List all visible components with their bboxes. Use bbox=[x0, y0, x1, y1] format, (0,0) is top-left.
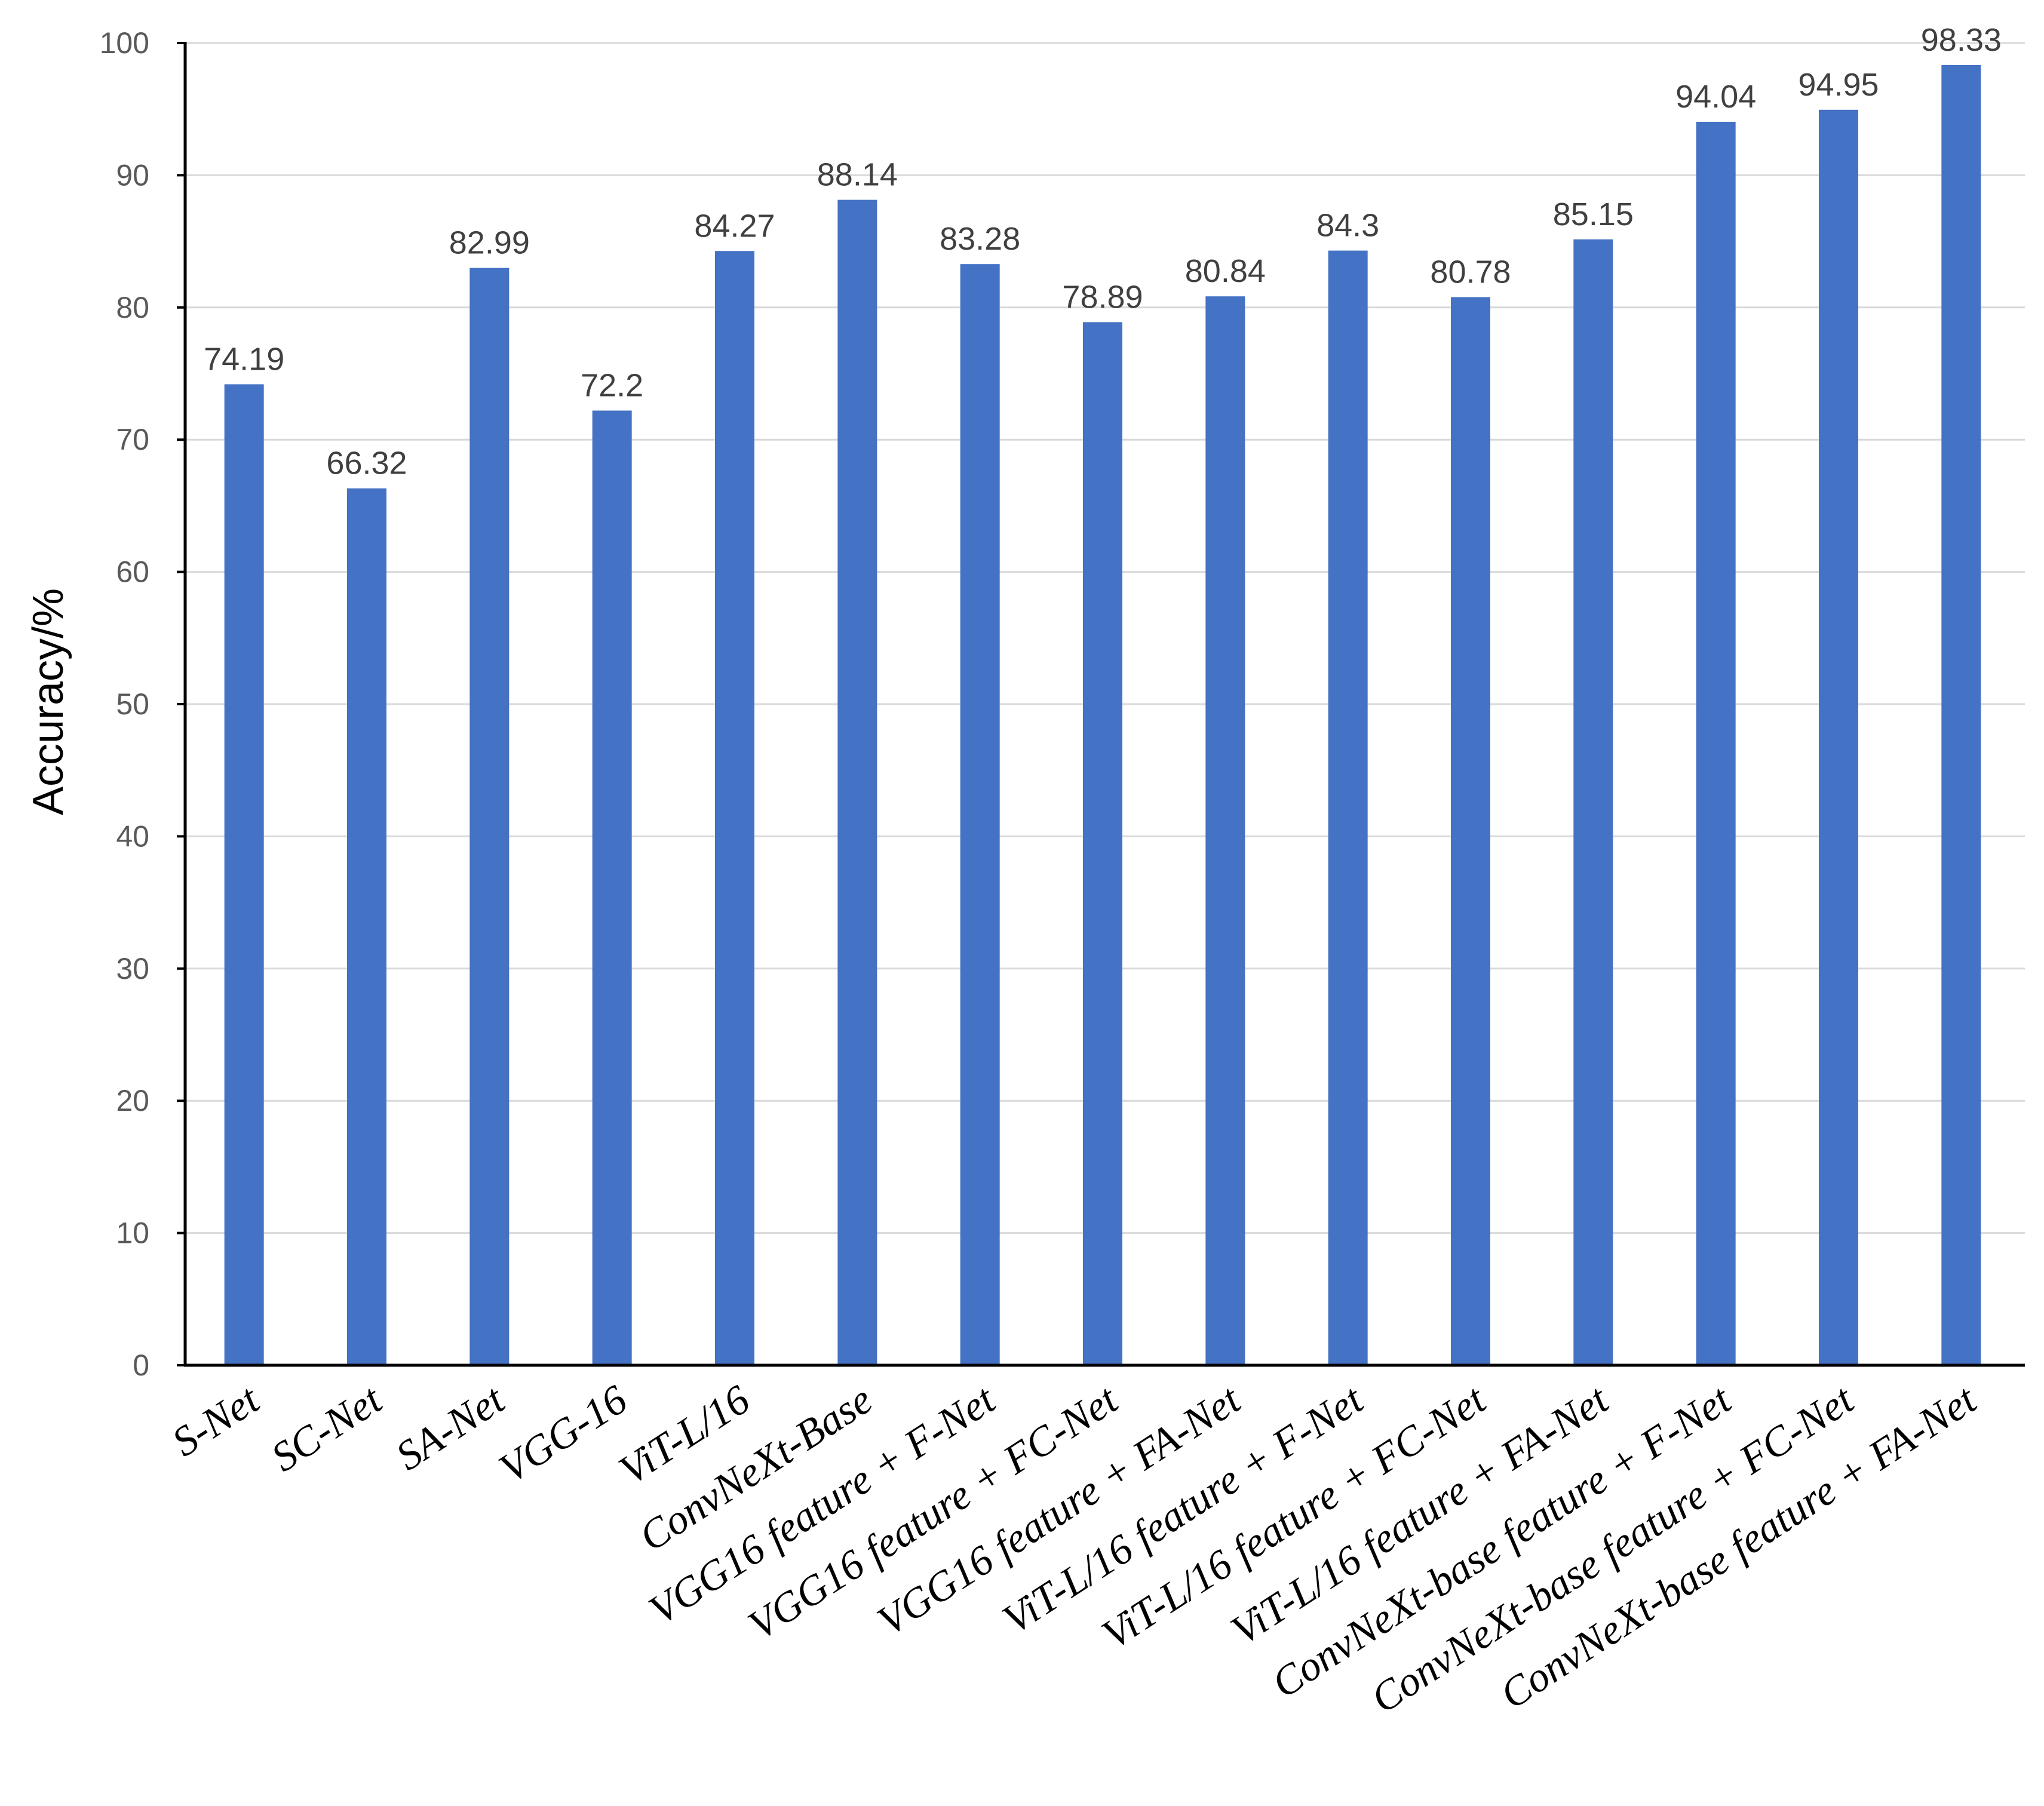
data-labels: 74.19 66.32 82.99 72.2 84.27 88.14 83.28 78.89 8… bbox=[204, 22, 2002, 481]
data-label: 83.28 bbox=[940, 221, 1020, 257]
data-label: 66.32 bbox=[326, 446, 407, 481]
bar bbox=[1083, 322, 1122, 1365]
bar bbox=[837, 199, 877, 1365]
bar bbox=[1573, 239, 1613, 1365]
y-axis-title: Accuracy/% bbox=[24, 588, 72, 815]
y-tick-label: 80 bbox=[116, 291, 149, 324]
x-tick-labels: S-NetSC-NetSA-NetVGG-16ViT-L/16ConvNeXt-… bbox=[164, 1376, 1985, 1722]
x-tick-label: S-Net bbox=[164, 1376, 268, 1466]
bar bbox=[1328, 250, 1368, 1365]
data-label: 74.19 bbox=[204, 341, 284, 377]
bar bbox=[1819, 109, 1858, 1365]
data-label: 82.99 bbox=[449, 225, 530, 261]
data-label: 84.27 bbox=[694, 208, 775, 244]
data-label: 85.15 bbox=[1553, 196, 1634, 232]
bar bbox=[1696, 121, 1736, 1366]
bar bbox=[715, 251, 754, 1365]
y-tick-label: 100 bbox=[100, 26, 149, 60]
x-tick-label: SA-Net bbox=[388, 1376, 514, 1479]
data-label: 94.04 bbox=[1675, 79, 1756, 115]
y-tick-label: 40 bbox=[116, 819, 149, 853]
x-tick-label: VGG-16 bbox=[492, 1377, 636, 1492]
y-tick-label: 30 bbox=[116, 952, 149, 985]
data-label: 72.2 bbox=[581, 367, 643, 403]
data-label: 84.3 bbox=[1316, 208, 1379, 244]
bar bbox=[347, 488, 386, 1365]
data-label: 80.78 bbox=[1430, 254, 1511, 290]
data-label: 80.84 bbox=[1185, 253, 1266, 289]
y-tick-label: 10 bbox=[116, 1217, 149, 1250]
bar bbox=[1451, 297, 1490, 1366]
y-tick-label: 50 bbox=[116, 687, 149, 721]
y-tick-labels: 0 10 20 30 40 50 60 70 80 90 100 bbox=[100, 26, 149, 1382]
bar bbox=[592, 410, 632, 1366]
y-tick-label: 0 bbox=[133, 1349, 149, 1382]
data-label: 78.89 bbox=[1062, 279, 1143, 315]
bar bbox=[224, 384, 264, 1366]
bar bbox=[469, 268, 510, 1365]
bar bbox=[1205, 296, 1245, 1365]
x-tick-label: SC-Net bbox=[263, 1376, 391, 1481]
bars bbox=[224, 64, 1981, 1366]
y-tick-label: 20 bbox=[116, 1084, 149, 1117]
y-tick-label: 60 bbox=[116, 555, 149, 589]
data-label: 98.33 bbox=[1921, 22, 2002, 58]
y-tick-label: 90 bbox=[116, 158, 149, 192]
bar bbox=[960, 264, 1000, 1365]
data-label: 88.14 bbox=[817, 157, 898, 193]
bar bbox=[1941, 64, 1981, 1365]
y-tick-label: 70 bbox=[116, 423, 149, 456]
data-label: 94.95 bbox=[1798, 67, 1879, 103]
